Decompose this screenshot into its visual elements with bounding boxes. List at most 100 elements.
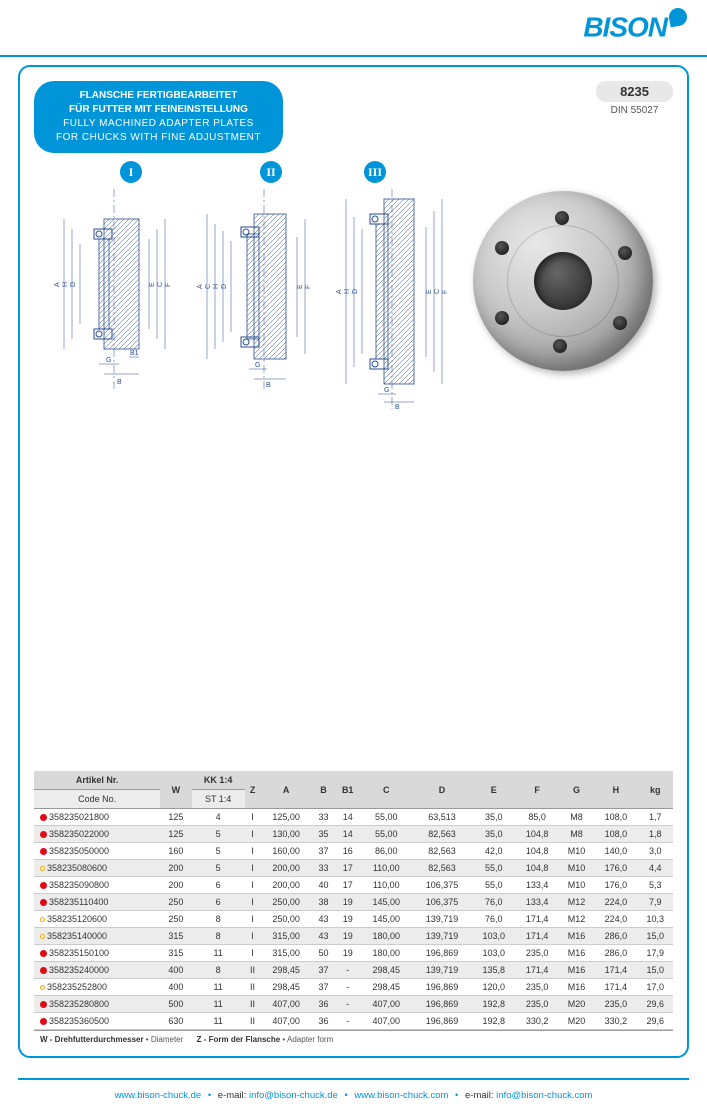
footer-w-label: W - Drehfutterdurchmesser: [40, 1035, 144, 1044]
cell-code: 358235022000: [34, 826, 160, 843]
cell-d: 196,869: [412, 1013, 472, 1030]
cell-a: 407,00: [260, 996, 312, 1013]
svg-text:H: H: [62, 282, 69, 287]
cell-code: 358235021800: [34, 809, 160, 826]
cell-d: 63,513: [412, 809, 472, 826]
cell-b1: 19: [335, 945, 360, 962]
cell-w: 500: [160, 996, 191, 1013]
tech-drawing-2: A C H D E F G B: [189, 189, 319, 389]
tech-drawing-1: A H D E C G B B1 F: [44, 189, 174, 389]
cell-kg: 7,9: [638, 894, 673, 911]
th-z: Z: [245, 771, 261, 809]
cell-h: 140,0: [594, 843, 637, 860]
cell-g: M16: [559, 945, 594, 962]
svg-text:F: F: [442, 290, 449, 294]
cell-g: M16: [559, 979, 594, 996]
footer-email1[interactable]: info@bison-chuck.de: [249, 1090, 338, 1101]
svg-text:D: D: [352, 289, 359, 294]
cell-b1: -: [335, 962, 360, 979]
cell-z: I: [245, 894, 261, 911]
svg-text:B: B: [266, 382, 271, 389]
cell-f: 171,4: [515, 911, 558, 928]
footer-w-en: Diameter: [151, 1035, 183, 1044]
cell-kg: 29,6: [638, 1013, 673, 1030]
cell-kk: 11: [192, 979, 245, 996]
cell-z: I: [245, 877, 261, 894]
cell-code: 358235140000: [34, 928, 160, 945]
cell-d: 196,869: [412, 945, 472, 962]
table-row: 35823528080050011II407,0036-407,00196,86…: [34, 996, 673, 1013]
cell-w: 125: [160, 809, 191, 826]
cell-h: 171,4: [594, 979, 637, 996]
cell-z: I: [245, 911, 261, 928]
cell-b: 43: [312, 928, 335, 945]
cell-h: 224,0: [594, 911, 637, 928]
status-dot: [40, 1001, 47, 1008]
cell-h: 224,0: [594, 894, 637, 911]
th-c: C: [360, 771, 412, 809]
cell-e: 192,8: [472, 1013, 515, 1030]
din-standard: DIN 55027: [596, 105, 673, 116]
cell-h: 108,0: [594, 809, 637, 826]
cell-code: 358235150100: [34, 945, 160, 962]
cell-f: 235,0: [515, 945, 558, 962]
th-code-no: Code No.: [34, 790, 160, 809]
cell-c: 110,00: [360, 860, 412, 877]
cell-d: 106,375: [412, 877, 472, 894]
cell-c: 407,00: [360, 996, 412, 1013]
cell-c: 298,45: [360, 979, 412, 996]
cell-w: 250: [160, 911, 191, 928]
cell-e: 42,0: [472, 843, 515, 860]
cell-kk: 8: [192, 911, 245, 928]
cell-z: II: [245, 979, 261, 996]
cell-a: 298,45: [260, 962, 312, 979]
cell-z: I: [245, 809, 261, 826]
cell-kg: 15,0: [638, 928, 673, 945]
cell-b1: 19: [335, 928, 360, 945]
svg-text:D: D: [70, 282, 77, 287]
footer-url2[interactable]: www.bison-chuck.com: [354, 1090, 448, 1101]
cell-w: 200: [160, 877, 191, 894]
cell-kg: 29,6: [638, 996, 673, 1013]
cell-e: 35,0: [472, 826, 515, 843]
table-row: 3582350806002005I200,003317110,0082,5635…: [34, 860, 673, 877]
cell-kg: 4,4: [638, 860, 673, 877]
cell-code: 358235110400: [34, 894, 160, 911]
footer-email2[interactable]: info@bison-chuck.com: [496, 1090, 592, 1101]
cell-f: 104,8: [515, 860, 558, 877]
status-dot: [40, 985, 45, 990]
cell-g: M8: [559, 809, 594, 826]
cell-code: 358235252800: [34, 979, 160, 996]
cell-f: 104,8: [515, 826, 558, 843]
header-rule: [0, 55, 707, 57]
footer-url1[interactable]: www.bison-chuck.de: [115, 1090, 202, 1101]
th-b: B: [312, 771, 335, 809]
cell-d: 82,563: [412, 843, 472, 860]
svg-text:A: A: [54, 282, 61, 287]
svg-text:D: D: [221, 284, 228, 289]
cell-code: 358235280800: [34, 996, 160, 1013]
cell-e: 35,0: [472, 809, 515, 826]
th-d: D: [412, 771, 472, 809]
table-footer: W - Drehfutterdurchmesser • Diameter Z -…: [34, 1030, 673, 1048]
th-kg: kg: [638, 771, 673, 809]
cell-w: 630: [160, 1013, 191, 1030]
table-row: 3582352400004008II298,4537-298,45139,719…: [34, 962, 673, 979]
cell-e: 55,0: [472, 877, 515, 894]
cell-e: 135,8: [472, 962, 515, 979]
cell-h: 235,0: [594, 996, 637, 1013]
cell-f: 85,0: [515, 809, 558, 826]
th-b1: B1: [335, 771, 360, 809]
cell-b: 40: [312, 877, 335, 894]
cell-b1: 19: [335, 911, 360, 928]
cell-a: 315,00: [260, 945, 312, 962]
cell-w: 400: [160, 979, 191, 996]
svg-text:C: C: [205, 284, 212, 289]
cell-h: 286,0: [594, 945, 637, 962]
roman-badge-1: I: [120, 161, 142, 183]
svg-text:G: G: [106, 357, 111, 364]
cell-kk: 6: [192, 877, 245, 894]
cell-kk: 8: [192, 962, 245, 979]
status-dot: [40, 917, 45, 922]
cell-g: M8: [559, 826, 594, 843]
